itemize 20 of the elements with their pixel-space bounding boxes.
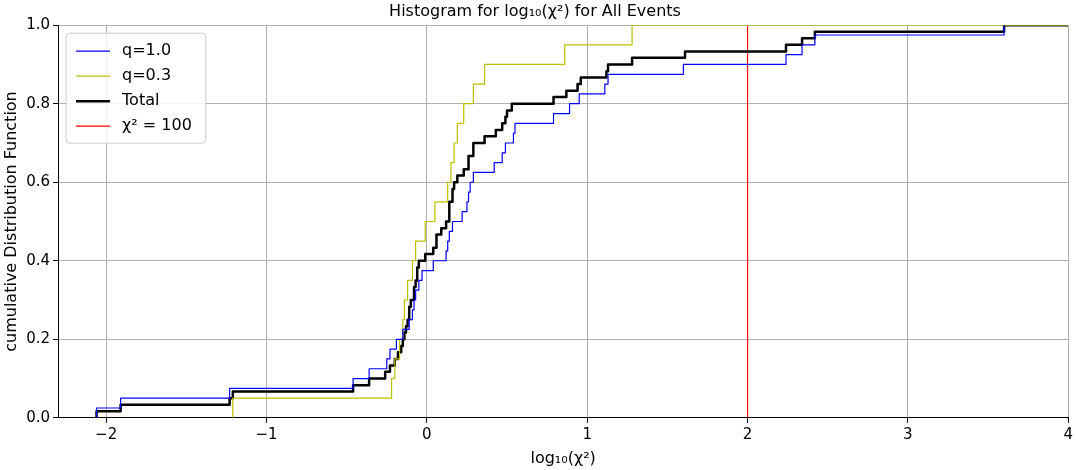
y-tick-label: 0.4 [26,250,51,269]
x-tick-label: −1 [255,424,278,443]
x-tick-label: 4 [1063,424,1073,443]
x-tick-label: 1 [582,424,592,443]
y-tick-label: 0.2 [26,329,51,348]
x-tick-label: −2 [95,424,118,443]
y-tick-label: 0.8 [26,93,51,112]
legend-label: q=1.0 [122,40,172,60]
y-tick-label: 0.6 [26,172,51,191]
chart-title: Histogram for log₁₀(χ²) for All Events [389,0,681,20]
x-tick-label: 3 [903,424,913,443]
x-tick-label: 2 [742,424,753,443]
y-tick-label: 0.0 [26,407,51,426]
y-axis-title: cumulative Distribution Function [0,91,20,352]
x-tick-label: 0 [422,424,432,443]
y-tick-label: 1.0 [26,15,51,34]
x-axis-title: log₁₀(χ²) [530,447,596,467]
legend-label: χ² = 100 [122,115,192,135]
legend-label: Total [121,90,160,110]
legend-label: q=0.3 [122,65,172,85]
